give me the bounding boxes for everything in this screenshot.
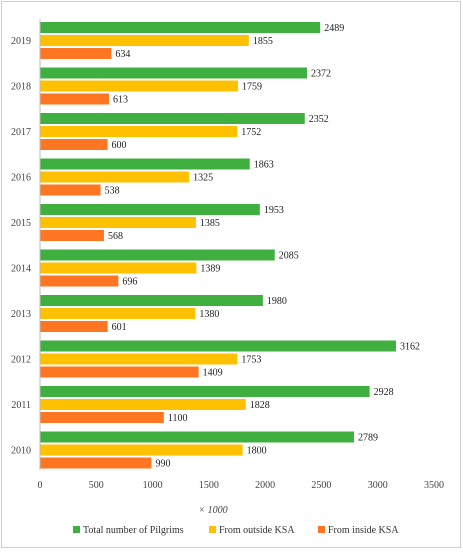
y-tick-label-2016: 2016 [11,173,31,184]
y-tick-label-2017: 2017 [11,127,31,138]
legend-swatch-series-2 [318,526,325,533]
legend-swatch-series-1 [209,526,216,533]
data-label-2017-series-1: 1752 [241,127,261,138]
bar-2019-series-1 [40,35,249,46]
y-tick-label-2014: 2014 [11,264,31,275]
legend-label-series-0: Total number of Pilgrims [83,525,184,536]
data-label-2013-series-1: 1380 [199,309,219,320]
data-label-2013-series-2: 601 [112,322,127,333]
y-tick-label-2011: 2011 [11,400,31,411]
x-tick-label-3000: 3000 [368,480,388,491]
bar-2019-series-0 [40,22,321,33]
bar-2012-series-1 [40,353,238,365]
bar-2012-series-2 [40,366,199,378]
data-label-2013-series-0: 1980 [267,296,287,307]
y-tick-label-2012: 2012 [11,355,31,366]
bar-2016-series-0 [40,158,250,170]
x-tick-label-2000: 2000 [255,480,275,491]
bar-2018-series-1 [40,80,239,92]
data-label-2018-series-0: 2372 [311,69,331,80]
bars-layer: 2789 1800 990 2928 1828 1100 3162 1753 1409 1980 1… [40,22,420,470]
bar-2012-series-0 [40,340,396,352]
data-label-2012-series-2: 1409 [203,368,223,379]
bar-2019-series-2 [40,48,112,59]
bar-2017-series-0 [40,113,305,124]
ticks-layer: 2010 2011 2012 2013 2014 2015 2016 2017 2018 2019… [11,36,444,491]
bar-2017-series-1 [40,126,238,137]
bar-2017-series-2 [40,139,108,150]
data-label-2014-series-2: 696 [122,277,137,288]
bar-2010-series-0 [40,431,354,443]
bar-2010-series-1 [40,444,243,456]
legend-label-series-2: From inside KSA [328,525,399,536]
data-label-2019-series-2: 634 [115,49,130,60]
data-label-2012-series-1: 1753 [241,355,261,366]
bar-2011-series-2 [40,412,164,423]
bar-2015-series-2 [40,230,104,241]
data-label-2018-series-2: 613 [113,95,128,106]
data-label-2015-series-1: 1385 [200,218,220,229]
x-tick-label-500: 500 [89,480,104,491]
x-tick-label-2500: 2500 [311,480,331,491]
data-label-2015-series-0: 1953 [264,205,284,216]
bar-2014-series-0 [40,249,275,261]
bar-2015-series-0 [40,204,260,215]
x-tick-label-0: 0 [38,480,43,491]
bar-2011-series-0 [40,386,370,397]
data-label-2017-series-2: 600 [112,140,127,151]
data-label-2018-series-1: 1759 [242,82,262,93]
data-label-2015-series-2: 568 [108,231,123,242]
data-label-2011-series-0: 2928 [374,387,394,398]
bar-2016-series-1 [40,171,190,183]
bar-2013-series-2 [40,321,108,332]
data-label-2016-series-0: 1863 [254,160,274,171]
data-label-2010-series-0: 2789 [358,433,378,444]
bar-2016-series-2 [40,184,101,196]
bar-2018-series-2 [40,93,110,105]
bar-2015-series-1 [40,217,196,228]
y-tick-label-2019: 2019 [11,36,31,47]
data-label-2014-series-1: 1389 [200,264,220,275]
bar-2014-series-2 [40,275,119,287]
y-tick-label-2015: 2015 [11,218,31,229]
data-label-2016-series-1: 1325 [193,173,213,184]
x-tick-label-1000: 1000 [143,480,163,491]
data-label-2011-series-2: 1100 [168,413,188,424]
bar-2013-series-0 [40,295,263,306]
data-label-2019-series-0: 2489 [324,23,344,34]
legend-swatch-series-0 [73,526,80,533]
x-tick-label-1500: 1500 [199,480,219,491]
data-label-2010-series-1: 1800 [247,446,267,457]
y-tick-label-2018: 2018 [11,82,31,93]
bar-2011-series-1 [40,399,246,410]
data-label-2010-series-2: 990 [155,459,170,470]
bar-2013-series-1 [40,308,196,319]
y-tick-label-2010: 2010 [11,446,31,457]
data-label-2016-series-2: 538 [105,186,120,197]
data-label-2014-series-0: 2085 [279,251,299,262]
bar-2014-series-1 [40,262,197,274]
bar-2018-series-0 [40,67,308,79]
y-tick-label-2013: 2013 [11,309,31,320]
data-label-2012-series-0: 3162 [400,342,420,353]
legend: Total number of Pilgrims From outside KSA… [73,525,399,536]
data-label-2017-series-0: 2352 [309,114,329,125]
x-tick-label-3500: 3500 [424,480,444,491]
bar-2010-series-2 [40,457,152,469]
legend-label-series-1: From outside KSA [219,525,295,536]
x-axis-unit-label: × 1000 [198,505,227,516]
data-label-2019-series-1: 1855 [253,36,273,47]
data-label-2011-series-1: 1828 [250,400,270,411]
